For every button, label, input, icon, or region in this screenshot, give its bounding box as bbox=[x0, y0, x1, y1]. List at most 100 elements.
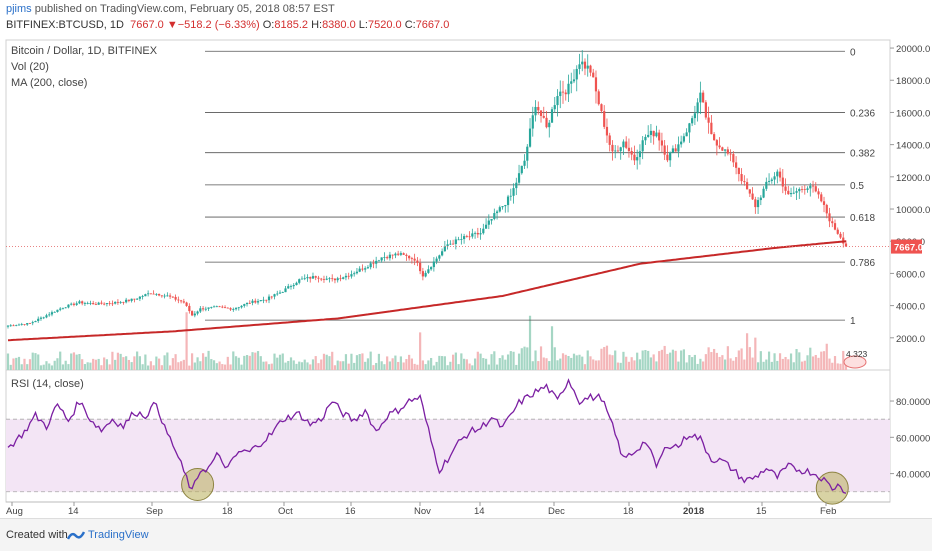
price-tick-label: 16000.0 bbox=[896, 108, 930, 119]
ohlc-bar: BITFINEX:BTCUSD, 1D 7667.0 ▼−518.2 (−6.3… bbox=[6, 19, 449, 31]
volume-bar bbox=[745, 333, 749, 370]
candle-body bbox=[531, 115, 534, 129]
volume-bar bbox=[86, 362, 89, 370]
candle-body bbox=[506, 196, 510, 206]
candle-body bbox=[86, 303, 89, 304]
candle-body bbox=[745, 182, 749, 190]
volume-bar bbox=[803, 360, 806, 370]
rsi-legend[interactable]: RSI (14, close) bbox=[11, 378, 84, 390]
volume-bar bbox=[531, 361, 534, 370]
volume-bar bbox=[542, 357, 545, 370]
volume-bar bbox=[394, 355, 397, 370]
high-label: H: bbox=[311, 19, 323, 31]
volume-bar bbox=[136, 351, 139, 370]
candle-body bbox=[836, 229, 839, 234]
volume-bar bbox=[105, 359, 109, 370]
candle-body bbox=[671, 148, 675, 153]
volume-bar bbox=[72, 352, 76, 370]
candle-body bbox=[303, 278, 306, 280]
volume-bar bbox=[295, 363, 298, 370]
candle-body bbox=[350, 274, 353, 277]
volume-bar bbox=[243, 355, 246, 370]
candle-body bbox=[300, 278, 304, 280]
candle-body bbox=[743, 181, 746, 183]
candle-body bbox=[289, 286, 293, 287]
fib-level-label: 0.5 bbox=[850, 181, 864, 192]
volume-bar bbox=[210, 359, 213, 370]
rsi-tick-label: 40.0000 bbox=[896, 470, 930, 481]
candle-body bbox=[441, 251, 444, 256]
candle-body bbox=[432, 261, 435, 268]
candle-body bbox=[372, 263, 375, 265]
candle-body bbox=[649, 130, 653, 135]
time-tick-label: Oct bbox=[278, 506, 293, 517]
volume-legend[interactable]: Vol (20) bbox=[11, 61, 49, 73]
volume-bar bbox=[751, 357, 754, 370]
time-tick-label: Nov bbox=[414, 506, 431, 517]
volume-bar bbox=[487, 364, 490, 370]
candle-body bbox=[92, 303, 95, 305]
volume-bar bbox=[608, 354, 611, 370]
volume-bar bbox=[825, 343, 828, 370]
candle-body bbox=[729, 153, 732, 155]
volume-bar bbox=[221, 364, 224, 370]
candle-body bbox=[803, 189, 806, 191]
volume-bar bbox=[70, 353, 73, 370]
candle-body bbox=[37, 318, 40, 322]
candle-body bbox=[331, 278, 334, 280]
volume-bar bbox=[809, 347, 812, 370]
tradingview-brand[interactable]: TradingView bbox=[88, 529, 149, 541]
candle-body bbox=[443, 246, 446, 252]
volume-bar bbox=[432, 365, 435, 370]
tradingview-logo-icon bbox=[67, 531, 85, 540]
candle-body bbox=[97, 302, 100, 305]
volume-bar bbox=[292, 360, 295, 370]
volume-bar bbox=[17, 356, 21, 370]
candle-body bbox=[520, 165, 523, 174]
volume-bar bbox=[322, 353, 326, 370]
volume-bar bbox=[276, 357, 279, 370]
volume-bar bbox=[347, 363, 350, 370]
close-label: C: bbox=[404, 19, 416, 31]
volume-bar bbox=[81, 359, 84, 370]
candle-body bbox=[693, 113, 696, 119]
candle-body bbox=[325, 278, 328, 280]
volume-bar bbox=[188, 365, 191, 370]
candle-body bbox=[586, 65, 589, 69]
volume-bar bbox=[388, 361, 392, 370]
volume-bar bbox=[759, 351, 762, 370]
time-tick-label: 18 bbox=[623, 506, 634, 517]
highlight-circle bbox=[815, 471, 849, 505]
candle-body bbox=[309, 277, 312, 279]
candle-body bbox=[210, 306, 213, 308]
candle-body bbox=[105, 303, 109, 305]
author-name[interactable]: pjims bbox=[6, 3, 32, 15]
candle-body bbox=[504, 205, 507, 207]
volume-bar bbox=[743, 359, 746, 370]
candle-body bbox=[789, 193, 793, 195]
volume-bar bbox=[254, 352, 257, 370]
rsi-tick-label: 60.0000 bbox=[896, 433, 930, 444]
chart-area[interactable]: 0 0.236 0.382 0.5 0.618 0.786 1 20000.0 18000.0… bbox=[0, 0, 932, 518]
candle-body bbox=[226, 307, 229, 309]
volume-bar bbox=[710, 352, 713, 370]
candle-body bbox=[353, 273, 356, 275]
candle-body bbox=[660, 140, 664, 146]
volume-bar bbox=[707, 347, 710, 370]
volume-bar bbox=[806, 355, 809, 370]
volume-bar bbox=[441, 356, 444, 370]
last-price: 7667.0 bbox=[130, 19, 164, 31]
candle-body bbox=[256, 301, 260, 303]
volume-bar bbox=[182, 359, 185, 370]
ma-legend[interactable]: MA (200, close) bbox=[11, 77, 88, 89]
candle-body bbox=[278, 292, 282, 294]
candle-body bbox=[122, 302, 125, 304]
volume-bar bbox=[449, 361, 452, 370]
volume-bar bbox=[152, 365, 155, 370]
volume-bar bbox=[42, 364, 45, 370]
volume-bar bbox=[603, 347, 606, 370]
volume-bar bbox=[399, 356, 402, 370]
volume-bar bbox=[658, 351, 661, 370]
volume-bar bbox=[419, 332, 422, 370]
candle-body bbox=[548, 122, 551, 128]
